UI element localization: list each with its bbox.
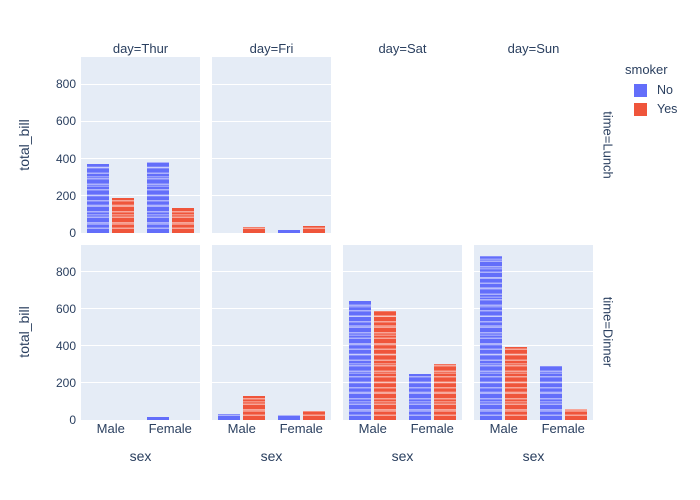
legend: smoker No Yes — [625, 61, 677, 120]
legend-item-no[interactable]: No — [625, 82, 677, 98]
gridline-400 — [212, 345, 331, 347]
gridline-600 — [474, 308, 593, 310]
bar-dinner-sat-female-yes[interactable] — [433, 363, 456, 421]
gridline-200 — [474, 382, 593, 384]
x-axis-title-sun: sex — [522, 448, 545, 464]
gridline-800 — [81, 83, 200, 85]
gridline-600 — [343, 308, 462, 310]
x-axis-title-fri: sex — [260, 448, 283, 464]
bar-lunch-thur-female-no[interactable] — [146, 162, 169, 233]
legend-swatch-no-icon — [634, 83, 647, 97]
gridline-400 — [212, 158, 331, 160]
bar-lunch-fri-male-yes[interactable] — [243, 227, 266, 233]
y-tick-dinner-600: 600 — [55, 301, 76, 316]
gridline-600 — [212, 308, 331, 310]
gridline-600 — [212, 120, 331, 122]
bar-dinner-fri-male-yes[interactable] — [243, 395, 266, 421]
x-tick-sun-female: Female — [541, 421, 585, 436]
legend-title: smoker — [625, 62, 668, 77]
gridline-600 — [81, 308, 200, 310]
bar-lunch-thur-female-yes[interactable] — [171, 208, 194, 233]
y-tick-lunch-0: 0 — [69, 226, 76, 240]
gridline-200 — [212, 382, 331, 384]
x-axis-title-thur: sex — [129, 448, 152, 464]
gridline-200 — [212, 195, 331, 197]
panel-lunch-thur — [81, 57, 200, 234]
bar-dinner-thur-female-no[interactable] — [146, 416, 169, 421]
y-tick-lunch-800: 800 — [55, 77, 76, 91]
bar-lunch-thur-male-no[interactable] — [87, 164, 110, 233]
facet-title-day-sun: day=Sun — [507, 41, 560, 56]
x-tick-fri-female: Female — [279, 421, 323, 436]
gridline-200 — [343, 382, 462, 384]
y-tick-dinner-400: 400 — [55, 338, 76, 353]
y-tick-lunch-200: 200 — [55, 188, 76, 203]
gridline-400 — [474, 345, 593, 347]
panel-dinner-fri — [212, 245, 331, 421]
bar-dinner-sat-male-no[interactable] — [349, 301, 372, 420]
x-tick-sun-male: Male — [489, 421, 518, 436]
x-tick-sat-male: Male — [358, 421, 387, 436]
gridline-600 — [81, 120, 200, 122]
gridline-800 — [212, 83, 331, 85]
bar-dinner-fri-female-no[interactable] — [277, 415, 300, 420]
bar-lunch-fri-female-yes[interactable] — [302, 226, 325, 233]
legend-label-no: No — [657, 83, 673, 97]
gridline-800 — [81, 271, 200, 273]
legend-swatch-yes-icon — [634, 102, 647, 116]
panel-lunch-fri — [212, 57, 331, 233]
panel-dinner-sun — [474, 245, 593, 421]
bar-lunch-thur-male-yes[interactable] — [112, 197, 135, 234]
panel-dinner-thur — [81, 245, 200, 421]
gridline-200 — [81, 195, 200, 197]
x-axis-title-sat: sex — [391, 448, 414, 464]
bar-lunch-fri-female-no[interactable] — [277, 230, 300, 233]
bar-dinner-sun-male-no[interactable] — [480, 256, 503, 420]
bar-dinner-sat-female-no[interactable] — [408, 374, 431, 420]
x-tick-thur-male: Male — [96, 421, 125, 436]
gridline-800 — [212, 271, 331, 273]
facet-title-day-thur: day=Thur — [112, 41, 169, 56]
facet-title-day-fri: day=Fri — [249, 41, 294, 56]
gridline-400 — [81, 345, 200, 347]
x-tick-fri-male: Male — [227, 421, 256, 436]
y-tick-lunch-400: 400 — [55, 151, 76, 166]
gridline-400 — [81, 158, 200, 160]
bar-dinner-sun-male-yes[interactable] — [505, 347, 528, 420]
bar-dinner-sun-female-no[interactable] — [539, 366, 562, 420]
bar-dinner-sat-male-yes[interactable] — [374, 310, 397, 421]
y-axis-title-dinner: total_bill — [16, 306, 32, 358]
gridline-800 — [474, 271, 593, 273]
x-tick-thur-female: Female — [148, 421, 192, 436]
bar-dinner-sun-female-yes[interactable] — [564, 408, 587, 421]
gridline-400 — [343, 345, 462, 347]
facet-title-day-sat: day=Sat — [378, 41, 427, 56]
y-axis-title-lunch: total_bill — [16, 119, 32, 171]
y-tick-dinner-200: 200 — [55, 375, 76, 390]
gridline-200 — [81, 382, 200, 384]
legend-label-yes: Yes — [657, 102, 678, 116]
bar-dinner-fri-male-no[interactable] — [218, 413, 241, 421]
x-tick-sat-female: Female — [410, 421, 454, 436]
y-tick-dinner-800: 800 — [55, 264, 76, 279]
gridline-800 — [343, 271, 462, 273]
facet-title-time-dinner: time=Dinner — [600, 296, 616, 368]
y-tick-dinner-0: 0 — [69, 413, 76, 427]
panel-dinner-sat — [343, 245, 462, 421]
facet-title-time-lunch: time=Lunch — [600, 111, 616, 179]
bar-dinner-fri-female-yes[interactable] — [302, 410, 325, 421]
y-tick-lunch-600: 600 — [55, 114, 76, 129]
legend-item-yes[interactable]: Yes — [625, 101, 677, 117]
